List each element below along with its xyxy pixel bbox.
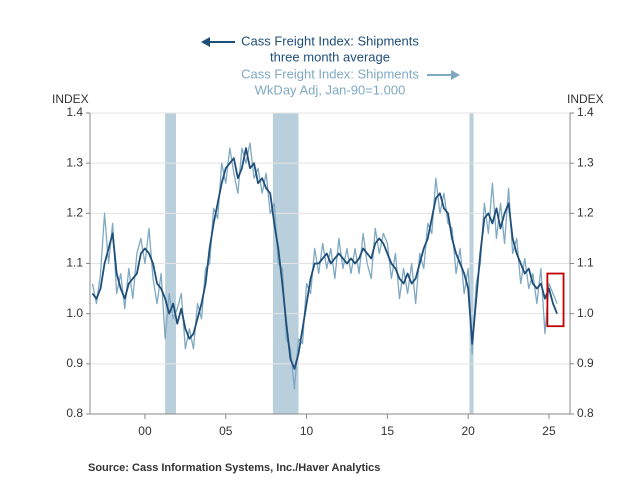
y-tick-label: 0.8 xyxy=(66,406,83,420)
legend-label: WkDay Adj, Jan-90=1.000 xyxy=(255,82,406,97)
legend-label: three month average xyxy=(270,49,390,64)
y-tick-label: 1.2 xyxy=(66,206,83,220)
series-line xyxy=(91,142,558,390)
y2-tick-label: 1.1 xyxy=(577,256,594,270)
x-tick-label: 00 xyxy=(138,424,152,438)
x-tick-label: 15 xyxy=(381,424,395,438)
source-note: Source: Cass Information Systems, Inc./H… xyxy=(88,462,380,474)
x-tick-label: 10 xyxy=(300,424,314,438)
series-line xyxy=(91,147,558,370)
y2-tick-label: 0.9 xyxy=(577,356,594,370)
legend-label: Cass Freight Index: Shipments xyxy=(241,33,419,48)
y2-tick-label: 1.2 xyxy=(577,206,594,220)
x-tick-label: 05 xyxy=(219,424,233,438)
y-tick-label: 0.9 xyxy=(66,356,83,370)
y-tick-label: 1.4 xyxy=(66,105,83,119)
y2-axis-label: INDEX xyxy=(567,92,604,106)
x-tick-label: 20 xyxy=(462,424,476,438)
y2-tick-label: 0.8 xyxy=(577,406,594,420)
y-tick-label: 1.0 xyxy=(66,306,83,320)
y2-tick-label: 1.4 xyxy=(577,105,594,119)
y-tick-label: 1.3 xyxy=(66,155,83,169)
legend-arrowhead xyxy=(201,37,210,47)
y2-tick-label: 1.0 xyxy=(577,306,594,320)
y2-tick-label: 1.3 xyxy=(577,155,594,169)
y-axis-label: INDEX xyxy=(52,92,89,106)
highlight-box xyxy=(546,272,565,328)
y-tick-label: 1.1 xyxy=(66,256,83,270)
x-tick-label: 25 xyxy=(542,424,556,438)
legend-label: Cass Freight Index: Shipments xyxy=(241,66,419,81)
legend-arrowhead xyxy=(451,70,460,80)
